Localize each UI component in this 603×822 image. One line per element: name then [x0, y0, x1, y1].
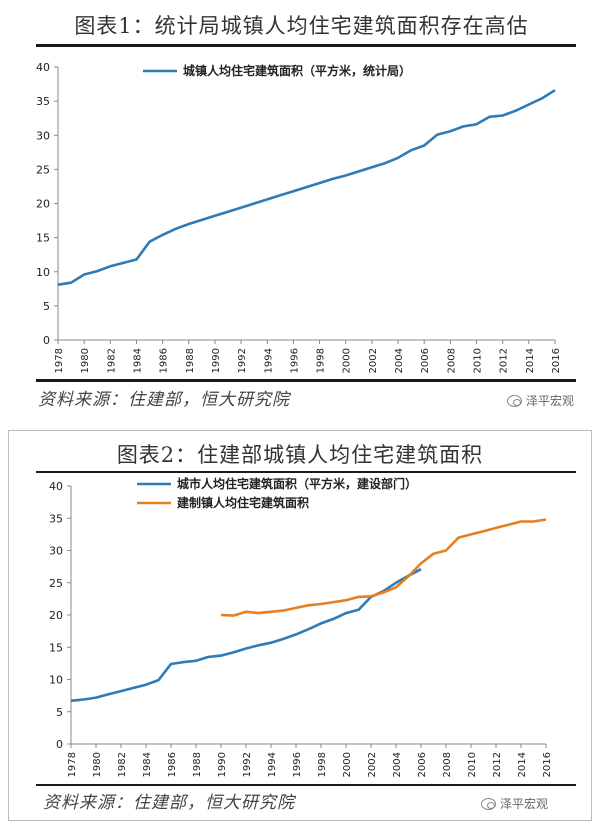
- legend-label: 城市人均住宅建筑面积（平方米，建设部门）: [177, 476, 417, 491]
- series-line-1: [70, 568, 422, 703]
- y-tick-label: 35: [36, 95, 50, 108]
- brand-label: 泽平宏观: [526, 394, 575, 408]
- x-tick-label: 1984: [132, 348, 143, 373]
- x-tick-label: 1996: [292, 752, 303, 777]
- y-tick-label: 40: [36, 61, 50, 74]
- brand-watermark: 泽平宏观: [481, 795, 548, 812]
- x-tick-label: 1988: [185, 348, 196, 373]
- x-tick-label: 1980: [80, 348, 91, 373]
- y-tick-label: 25: [49, 577, 63, 590]
- x-tick-label: 2016: [551, 348, 562, 373]
- x-tick-label: 1978: [54, 348, 65, 373]
- y-tick-label: 30: [49, 545, 63, 558]
- x-tick-label: 2014: [525, 348, 536, 373]
- x-tick-label: 2004: [394, 348, 405, 373]
- x-tick-label: 2010: [467, 752, 478, 777]
- x-tick-label: 2008: [446, 348, 457, 373]
- title-rule: [36, 44, 576, 47]
- x-tick-label: 2012: [499, 348, 510, 373]
- x-tick-label: 1990: [217, 752, 228, 777]
- chart-panel-2: 图表2：住建部城镇人均住宅建筑面积 0 5 10 15 20 25 30 35 40 1978 19…: [8, 430, 592, 821]
- x-tick-label: 2002: [367, 752, 378, 777]
- legend-label: 城镇人均住宅建筑面积（平方米，统计局）: [183, 63, 411, 78]
- chart-title: 图表2：住建部城镇人均住宅建筑面积: [116, 443, 484, 467]
- line-chart-2: 0 5 10 15 20 25 30 35 40 1978 1980 1982 1984 1986 1988…: [49, 476, 553, 777]
- x-tick-label: 1982: [106, 348, 117, 373]
- x-tick-label: 2004: [392, 752, 403, 777]
- source-note: 资料来源：住建部，恒大研究院: [38, 390, 290, 410]
- chart-panel-1: 图表1：统计局城镇人均住宅建筑面积存在高估 0 5 10 15 20 25 30 35 40 19…: [36, 14, 576, 410]
- x-tick-label: 1998: [317, 752, 328, 777]
- x-tick-label: 2016: [542, 752, 553, 777]
- y-tick-label: 0: [56, 738, 63, 751]
- brand-watermark: 泽平宏观: [507, 392, 574, 409]
- y-tick-label: 5: [43, 300, 50, 313]
- source-note: 资料来源：住建部，恒大研究院: [43, 793, 295, 813]
- x-tick-label: 2014: [517, 752, 528, 777]
- x-tick-label: 1978: [67, 752, 78, 777]
- y-tick-label: 10: [49, 674, 63, 687]
- y-tick-label: 20: [36, 198, 50, 211]
- wechat-icon: [507, 394, 522, 407]
- series-line-2: [220, 518, 547, 617]
- x-tick-label: 2006: [417, 752, 428, 777]
- y-tick-label: 35: [49, 512, 63, 525]
- legend-label: 建制镇人均住宅建筑面积: [176, 495, 309, 510]
- x-tick-label: 1986: [167, 752, 178, 777]
- y-tick-label: 20: [49, 609, 63, 622]
- x-tick-label: 1994: [263, 348, 274, 373]
- y-tick-label: 0: [43, 334, 50, 347]
- title-rule: [36, 471, 576, 473]
- x-tick-label: 2008: [442, 752, 453, 777]
- x-tick-label: 2010: [473, 348, 484, 373]
- x-tick-label: 1992: [237, 348, 248, 373]
- x-tick-label: 1992: [242, 752, 253, 777]
- x-tick-label: 1980: [92, 752, 103, 777]
- wechat-icon: [481, 797, 496, 810]
- y-tick-label: 40: [49, 480, 63, 493]
- brand-label: 泽平宏观: [500, 797, 549, 811]
- chart-title: 图表1：统计局城镇人均住宅建筑面积存在高估: [74, 14, 529, 38]
- x-tick-label: 1996: [289, 348, 300, 373]
- y-tick-label: 15: [49, 641, 63, 654]
- x-tick-label: 1998: [316, 348, 327, 373]
- y-tick-label: 25: [36, 163, 50, 176]
- x-tick-label: 1986: [159, 348, 170, 373]
- source-rule: [36, 379, 576, 382]
- x-tick-label: 2012: [492, 752, 503, 777]
- series-line-1: [57, 89, 556, 286]
- x-tick-label: 2002: [368, 348, 379, 373]
- x-tick-label: 2000: [342, 348, 353, 373]
- x-tick-label: 2000: [342, 752, 353, 777]
- x-tick-label: 2006: [420, 348, 431, 373]
- source-rule: [36, 784, 576, 786]
- y-tick-label: 5: [56, 706, 63, 719]
- y-tick-label: 30: [36, 129, 50, 142]
- x-tick-label: 1990: [211, 348, 222, 373]
- x-tick-label: 1984: [142, 752, 153, 777]
- line-chart-1: 0 5 10 15 20 25 30 35 40 1978 1980 1982 1984 1986 1988…: [36, 61, 562, 373]
- y-tick-label: 15: [36, 232, 50, 245]
- x-tick-label: 1982: [117, 752, 128, 777]
- y-tick-label: 10: [36, 266, 50, 279]
- x-tick-label: 1994: [267, 752, 278, 777]
- x-tick-label: 1988: [192, 752, 203, 777]
